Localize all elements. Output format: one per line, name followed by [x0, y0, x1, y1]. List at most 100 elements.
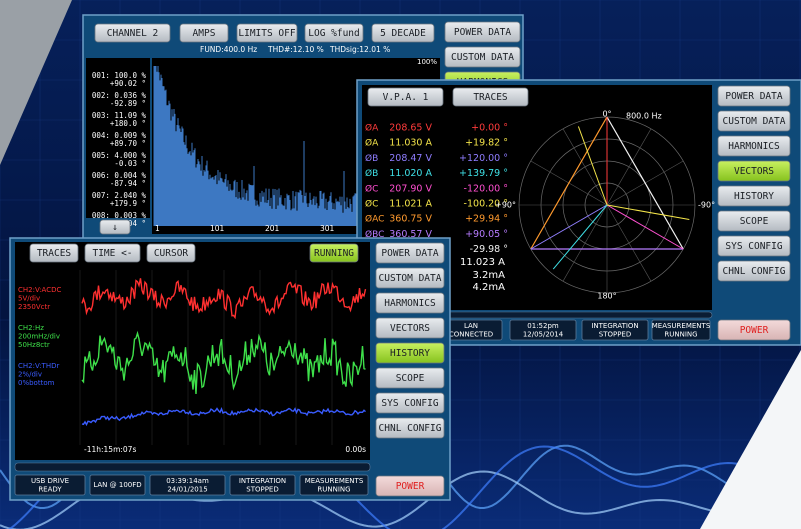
status-text: RUNNING: [664, 330, 697, 338]
top-button-label: 5 DECADE: [380, 28, 426, 39]
phase-angle: +90.05 °: [465, 229, 508, 240]
side-button-label: SYS CONFIG: [725, 241, 782, 252]
harmonic-phase: +89.70 °: [110, 139, 146, 148]
side-button-label: POWER DATA: [381, 248, 438, 259]
side-button-label: HISTORY: [734, 191, 774, 202]
status-text: MEASUREMENTS: [305, 477, 364, 485]
top-button-label: LIMITS OFF: [238, 28, 295, 39]
phase-label: ØC: [365, 183, 378, 194]
side-button-label: POWER DATA: [725, 91, 782, 102]
phase-angle: -120.00 °: [464, 183, 508, 194]
polar-label: -90°: [698, 201, 715, 210]
status-text: 12/05/2014: [523, 330, 564, 338]
phase-label: ØB: [365, 153, 378, 164]
nav-button-label: ↓: [112, 222, 118, 233]
side-button-label: CUSTOM DATA: [723, 116, 786, 127]
time-label: -11h:15m:07s: [84, 445, 136, 454]
readout: THD#:12.10 %: [267, 45, 324, 54]
status-text: READY: [38, 485, 62, 493]
harmonic-phase: +180.0 °: [110, 119, 146, 128]
side-button-label: HISTORY: [390, 348, 430, 359]
phase-label: ØA: [365, 123, 379, 134]
side-button-label: CUSTOM DATA: [379, 273, 442, 284]
reading: 11.023 A: [460, 257, 505, 268]
phase-angle: +139.79 °: [459, 168, 508, 179]
scale-top: 100%: [417, 58, 437, 66]
phase-label: ØAC: [365, 214, 384, 225]
phase-label: ØB: [365, 168, 378, 179]
x-label: 1: [155, 224, 160, 233]
channel-label: CH2:V:THDr: [18, 362, 59, 370]
phase-label: ØC: [365, 199, 378, 210]
harmonic-phase: +90.02 °: [110, 79, 146, 88]
phase-angle: +120.00 °: [459, 153, 508, 164]
side-button-label: HARMONICS: [384, 298, 436, 309]
status-text: STOPPED: [246, 485, 278, 493]
channel-label: 0%bottom: [18, 379, 55, 387]
status-text: RUNNING: [317, 485, 350, 493]
side-button-label: HARMONICS: [728, 141, 780, 152]
top-button-label: TIME <-: [92, 248, 132, 259]
readout: FUND:400.0 Hz: [200, 45, 257, 54]
phase-angle: +19.82 °: [465, 138, 508, 149]
channel-label: 5V/div: [18, 295, 40, 303]
power-button-label: POWER: [396, 481, 425, 492]
harmonic-phase: +179.9 °: [110, 199, 146, 208]
reading: 3.2mA: [473, 270, 506, 281]
phase-magnitude: 208.47 V: [389, 153, 432, 164]
status-text: 01:52pm: [527, 322, 559, 330]
history-window: TRACES TIME <- CURSOR RUNNING CH2:V:ACDC5V/d…: [10, 238, 450, 500]
top-button-label: TRACES: [37, 248, 72, 259]
state-indicator-label: RUNNING: [314, 248, 354, 259]
phase-magnitude: 11.030 A: [389, 138, 432, 149]
harmonic-phase: -87.94 °: [110, 179, 146, 188]
polar-label: 180°: [597, 292, 616, 301]
top-button-label: V.P.A. 1: [383, 92, 429, 103]
harmonic-phase: -0.03 °: [114, 159, 146, 168]
time-label: 0.00s: [345, 445, 366, 454]
phase-angle: +29.94 °: [465, 214, 508, 225]
phase-angle: +0.00 °: [471, 123, 508, 134]
x-label: 301: [320, 224, 335, 233]
top-button-label: CHANNEL 2: [107, 28, 158, 39]
status-text: 03:39:14am: [166, 477, 209, 485]
side-button-label: POWER DATA: [454, 27, 511, 38]
phase-magnitude: 208.65 V: [389, 123, 432, 134]
history-plot: [15, 242, 370, 460]
phase-magnitude: 207.90 V: [389, 183, 432, 194]
status-text: INTEGRATION: [591, 322, 638, 330]
top-button-label: AMPS: [193, 28, 216, 39]
channel-label: CH2:V:ACDC: [18, 286, 61, 294]
status-text: LAN: [464, 322, 478, 330]
status-text: 24/01/2015: [167, 485, 207, 493]
side-button-label: CHNL CONFIG: [379, 423, 442, 434]
side-button-label: SCOPE: [396, 373, 425, 384]
x-label: 201: [265, 224, 280, 233]
channel-label: 2350Vctr: [18, 303, 50, 311]
phase-magnitude: 360.75 V: [389, 214, 432, 225]
harmonic-phase: -92.89 °: [110, 99, 146, 108]
side-button-label: SYS CONFIG: [381, 398, 438, 409]
screenshot: CHANNEL 2 AMPS LIMITS OFF LOG %fund 5 DECADE…: [0, 0, 801, 529]
side-button-label: SCOPE: [740, 216, 769, 227]
side-button-label: CUSTOM DATA: [451, 52, 514, 63]
readout: THDsig:12.01 %: [329, 45, 390, 54]
top-button-label: CURSOR: [154, 248, 189, 259]
polar-label: 0°: [602, 110, 611, 119]
phase-magnitude: 11.021 A: [389, 199, 432, 210]
top-button-label: LOG %fund: [308, 28, 359, 39]
channel-label: CH2:Hz: [18, 324, 44, 332]
status-text: MEASUREMENTS: [652, 322, 711, 330]
phase-magnitude: 11.020 A: [389, 168, 432, 179]
side-button-label: VECTORS: [734, 166, 774, 177]
channel-label: 200mHz/div: [18, 333, 60, 341]
channel-label: 2%/div: [18, 371, 42, 379]
power-button-label: POWER: [740, 325, 769, 336]
reading: 4.2mA: [473, 282, 506, 293]
phase-angle: -29.98 °: [470, 244, 508, 255]
polar-label: +90°: [495, 201, 516, 210]
side-button-label: VECTORS: [390, 323, 430, 334]
status-text: LAN @ 100FD: [93, 481, 141, 489]
status-text: USB DRIVE: [31, 477, 69, 485]
top-button-label: TRACES: [473, 92, 508, 103]
